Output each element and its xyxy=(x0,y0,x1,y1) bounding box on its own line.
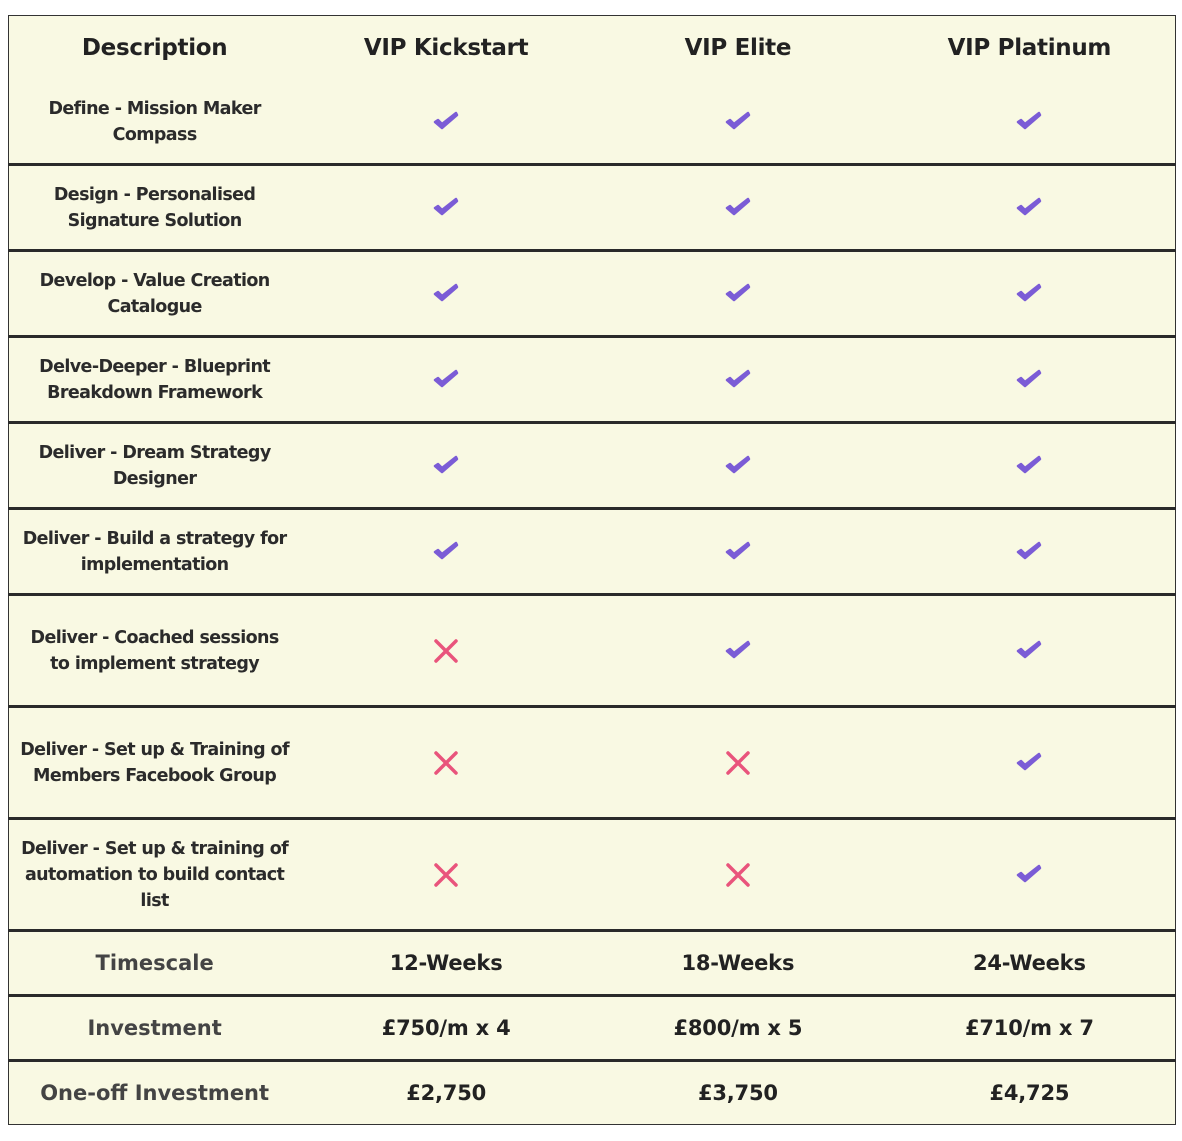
summary-value: £800/m x 5 xyxy=(673,1016,803,1040)
feature-cell xyxy=(884,509,1176,595)
feature-label: Deliver - Dream Strategy Designer xyxy=(38,442,272,489)
feature-label: Deliver - Set up & training of automatio… xyxy=(21,838,289,911)
feature-row: Deliver - Set up & training of automatio… xyxy=(8,819,1176,931)
check-icon xyxy=(725,541,751,559)
check-icon xyxy=(1017,541,1042,559)
check-icon xyxy=(433,369,459,387)
feature-cell xyxy=(592,819,884,931)
feature-cell xyxy=(300,80,592,165)
check-icon xyxy=(433,283,459,301)
cross-icon xyxy=(726,750,750,775)
table-body: Define - Mission Maker Compass Design - P… xyxy=(8,80,1176,1125)
feature-row: Design - Personalised Signature Solution xyxy=(8,165,1176,251)
feature-cell xyxy=(884,337,1176,423)
feature-cell xyxy=(300,423,592,509)
feature-cell xyxy=(300,707,592,819)
check-icon xyxy=(433,111,459,129)
feature-label: Deliver - Set up & Training of Members F… xyxy=(20,739,289,786)
check-icon xyxy=(725,111,751,129)
check-icon xyxy=(1017,455,1042,473)
feature-cell xyxy=(592,707,884,819)
cross-icon xyxy=(434,750,458,775)
check-icon xyxy=(725,369,751,387)
feature-row: Deliver - Build a strategy for implement… xyxy=(8,509,1176,595)
check-icon xyxy=(1017,369,1042,387)
summary-label: One-off Investment xyxy=(40,1081,270,1105)
feature-cell xyxy=(592,423,884,509)
feature-cell xyxy=(884,80,1176,165)
check-icon xyxy=(725,283,751,301)
feature-cell xyxy=(300,509,592,595)
feature-cell xyxy=(884,595,1176,707)
check-icon xyxy=(433,541,459,559)
feature-row: Deliver - Coached sessions to implement … xyxy=(8,595,1176,707)
feature-cell xyxy=(884,165,1176,251)
feature-cell xyxy=(300,165,592,251)
check-icon xyxy=(725,640,751,658)
feature-cell xyxy=(884,707,1176,819)
header-plan: VIP Elite xyxy=(684,35,792,61)
check-icon xyxy=(433,197,459,215)
feature-cell xyxy=(884,819,1176,931)
summary-value: £750/m x 4 xyxy=(381,1016,511,1040)
summary-label: Investment xyxy=(87,1016,222,1040)
check-icon xyxy=(725,197,751,215)
check-icon xyxy=(1017,864,1042,882)
check-icon xyxy=(433,455,459,473)
summary-value: 12-Weeks xyxy=(389,951,503,975)
feature-cell xyxy=(592,80,884,165)
summary-row: Investment £750/m x 4 £800/m x 5 £710/m x 7 xyxy=(8,996,1176,1061)
feature-cell xyxy=(884,423,1176,509)
feature-label: Deliver - Build a strategy for implement… xyxy=(22,528,287,575)
cross-icon xyxy=(434,638,458,663)
header-description: Description xyxy=(81,35,228,61)
comparison-table: Description VIP Kickstart VIP Elite VIP Pla… xyxy=(8,15,1176,1125)
feature-label: Develop - Value Creation Catalogue xyxy=(39,270,271,317)
header-row: Description VIP Kickstart VIP Elite VIP Pla… xyxy=(9,16,1176,81)
check-icon xyxy=(1017,752,1042,770)
summary-value: £4,725 xyxy=(989,1081,1070,1105)
feature-cell xyxy=(592,509,884,595)
feature-cell xyxy=(884,251,1176,337)
summary-label: Timescale xyxy=(95,951,214,975)
check-icon xyxy=(1017,640,1042,658)
feature-row: Define - Mission Maker Compass xyxy=(8,80,1176,165)
feature-cell xyxy=(592,595,884,707)
feature-cell xyxy=(300,251,592,337)
feature-label: Delve-Deeper - Blueprint Breakdown Frame… xyxy=(39,356,271,403)
feature-cell xyxy=(592,165,884,251)
feature-row: Deliver - Dream Strategy Designer xyxy=(8,423,1176,509)
feature-cell xyxy=(300,337,592,423)
feature-row: Delve-Deeper - Blueprint Breakdown Frame… xyxy=(8,337,1176,423)
summary-value: 24-Weeks xyxy=(972,951,1086,975)
summary-row: One-off Investment £2,750 £3,750 £4,725 xyxy=(9,1061,1176,1125)
cross-icon xyxy=(726,862,750,887)
feature-label: Design - Personalised Signature Solution xyxy=(53,184,256,231)
feature-label: Deliver - Coached sessions to implement … xyxy=(30,627,280,674)
header-plan: VIP Kickstart xyxy=(363,35,529,61)
check-icon xyxy=(1017,283,1042,301)
summary-value: £2,750 xyxy=(406,1081,487,1105)
cross-icon xyxy=(434,862,458,887)
feature-cell xyxy=(300,595,592,707)
check-icon xyxy=(1017,197,1042,215)
check-icon xyxy=(1017,111,1042,129)
feature-cell xyxy=(300,819,592,931)
summary-value: £3,750 xyxy=(697,1081,778,1105)
feature-row: Deliver - Set up & Training of Members F… xyxy=(8,707,1176,819)
feature-row: Develop - Value Creation Catalogue xyxy=(8,251,1176,337)
feature-cell xyxy=(592,251,884,337)
comparison-table-wrapper: Description VIP Kickstart VIP Elite VIP Pla… xyxy=(8,15,1176,1125)
summary-row: Timescale 12-Weeks 18-Weeks 24-Weeks xyxy=(8,931,1176,996)
feature-cell xyxy=(592,337,884,423)
summary-value: 18-Weeks xyxy=(681,951,795,975)
feature-label: Define - Mission Maker Compass xyxy=(48,98,261,145)
header-plan: VIP Platinum xyxy=(947,35,1112,61)
check-icon xyxy=(725,455,751,473)
summary-value: £710/m x 7 xyxy=(964,1016,1094,1040)
